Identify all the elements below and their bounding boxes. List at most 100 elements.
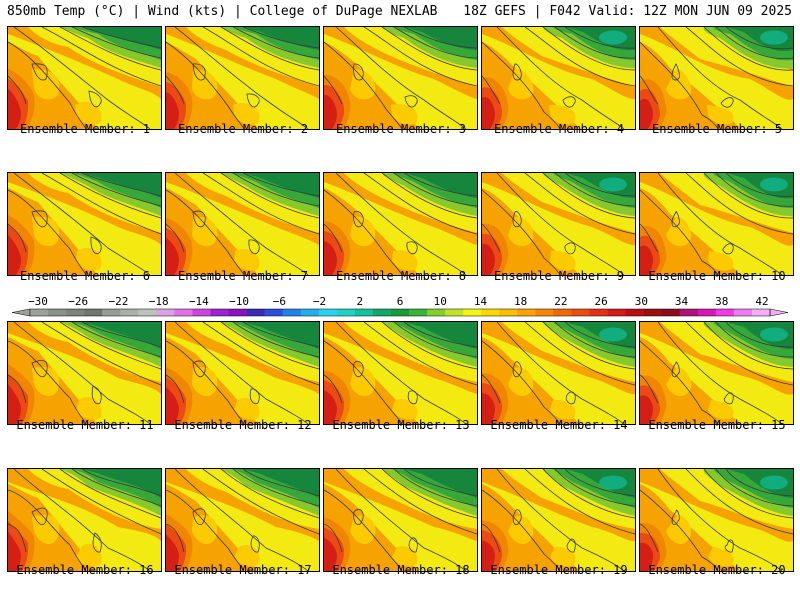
ensemble-member-map xyxy=(323,26,478,130)
ensemble-member-caption: Ensemble Member: 15 xyxy=(648,418,786,432)
ensemble-member-caption: Ensemble Member: 5 xyxy=(651,122,783,136)
temperature-field xyxy=(640,469,793,571)
colorbar-label: 38 xyxy=(715,297,728,308)
colorbar-label: −30 xyxy=(28,297,48,308)
ensemble-member-map xyxy=(639,26,794,130)
colorbar-swatch xyxy=(679,309,699,316)
colorbar-frame xyxy=(29,308,771,317)
colorbar-swatch xyxy=(120,309,139,316)
colorbar-label: −14 xyxy=(189,297,209,308)
colorbar-label: 22 xyxy=(554,297,567,308)
colorbar-swatch xyxy=(264,309,283,316)
colorbar-label: 30 xyxy=(635,297,648,308)
ensemble-member-map xyxy=(481,26,636,130)
colorbar-label: −6 xyxy=(273,297,286,308)
colorbar-label: −2 xyxy=(313,297,326,308)
ensemble-member-map xyxy=(639,172,794,276)
colorbar-swatch xyxy=(192,309,211,316)
temperature-field xyxy=(482,173,635,275)
colorbar-label: 18 xyxy=(514,297,527,308)
ensemble-member-caption: Ensemble Member: 11 xyxy=(16,418,154,432)
ensemble-member-map xyxy=(165,26,320,130)
ensemble-member-caption: Ensemble Member: 6 xyxy=(19,269,151,283)
ensemble-member-map xyxy=(7,172,162,276)
colorbar-swatch xyxy=(517,309,536,316)
colorbar-label: 42 xyxy=(755,297,768,308)
colorbar-swatch xyxy=(390,309,410,316)
colorbar-swatch xyxy=(661,309,681,316)
ensemble-member-caption: Ensemble Member: 17 xyxy=(174,563,312,577)
colorbar-swatch xyxy=(156,309,175,316)
temperature-field xyxy=(324,27,477,129)
colorbar-swatch xyxy=(48,309,67,316)
ensemble-member-map xyxy=(323,468,478,572)
colorbar-label: −18 xyxy=(149,297,169,308)
ensemble-member-map xyxy=(481,321,636,425)
ensemble-member-caption: Ensemble Member: 1 xyxy=(19,122,151,136)
colorbar-swatch xyxy=(300,309,320,316)
colorbar-swatch xyxy=(282,309,302,316)
colorbar-label: 26 xyxy=(594,297,607,308)
ensemble-member-caption: Ensemble Member: 13 xyxy=(332,418,470,432)
ensemble-member-map xyxy=(639,321,794,425)
colorbar-swatch xyxy=(246,309,265,316)
colorbar-swatch xyxy=(318,309,338,316)
ensemble-member-caption: Ensemble Member: 18 xyxy=(332,563,470,577)
ensemble-member-caption: Ensemble Member: 8 xyxy=(335,269,467,283)
temperature-field xyxy=(166,27,319,129)
temperature-field xyxy=(324,173,477,275)
ensemble-member-map xyxy=(165,321,320,425)
colorbar-swatch xyxy=(589,309,608,316)
run-valid-time: 18Z GEFS | F042 Valid: 12Z MON JUN 09 20… xyxy=(463,4,792,19)
ensemble-member-caption: Ensemble Member: 4 xyxy=(493,122,625,136)
colorbar-swatch xyxy=(481,309,500,316)
ensemble-member-map xyxy=(165,172,320,276)
ensemble-member-caption: Ensemble Member: 7 xyxy=(177,269,309,283)
ensemble-member-map xyxy=(7,468,162,572)
temperature-field xyxy=(640,322,793,424)
temperature-field xyxy=(482,469,635,571)
ensemble-member-caption: Ensemble Member: 2 xyxy=(177,122,309,136)
temperature-field xyxy=(166,469,319,571)
colorbar-swatch xyxy=(102,309,121,316)
colorbar-label: 14 xyxy=(474,297,488,308)
colorbar-label: 6 xyxy=(397,297,404,308)
colorbar-swatch xyxy=(553,309,572,316)
ensemble-member-map xyxy=(481,468,636,572)
temperature-field xyxy=(166,173,319,275)
colorbar-swatch xyxy=(499,309,518,316)
temperature-field xyxy=(482,322,635,424)
colorbar-swatch xyxy=(30,309,49,316)
colorbar-swatch xyxy=(445,309,464,316)
temperature-field xyxy=(8,173,161,275)
colorbar-arrow-left xyxy=(11,308,31,317)
colorbar-swatch xyxy=(372,309,392,316)
ensemble-member-caption: Ensemble Member: 9 xyxy=(493,269,625,283)
ensemble-member-map xyxy=(7,26,162,130)
colorbar-swatch xyxy=(463,309,482,316)
product-title: 850mb Temp (°C) | Wind (kts) | College o… xyxy=(7,4,438,19)
colorbar-swatch xyxy=(571,309,590,316)
temperature-field xyxy=(8,27,161,129)
ensemble-member-map xyxy=(323,321,478,425)
colorbar-swatch xyxy=(354,309,374,316)
colorbar-swatch xyxy=(697,309,717,316)
ensemble-member-caption: Ensemble Member: 20 xyxy=(648,563,786,577)
colorbar-swatch xyxy=(409,309,428,316)
ensemble-member-map xyxy=(7,321,162,425)
colorbar-swatch xyxy=(733,309,753,316)
colorbar-label: 10 xyxy=(434,297,447,308)
temperature-field xyxy=(640,173,793,275)
colorbar-swatch xyxy=(66,309,85,316)
colorbar-swatch xyxy=(174,309,193,316)
colorbar-swatch xyxy=(228,309,247,316)
colorbar-label: −26 xyxy=(68,297,88,308)
ensemble-member-map xyxy=(639,468,794,572)
colorbar-swatch xyxy=(210,309,229,316)
temperature-colorbar: −30 −26 −22 −18 −14 −10 −6 −2 2 6 10 14 18 22 26 30 34 38… xyxy=(0,297,800,319)
colorbar-swatch xyxy=(427,309,446,316)
ensemble-member-caption: Ensemble Member: 3 xyxy=(335,122,467,136)
colorbar-swatch xyxy=(84,309,103,316)
colorbar-swatch xyxy=(751,309,771,316)
